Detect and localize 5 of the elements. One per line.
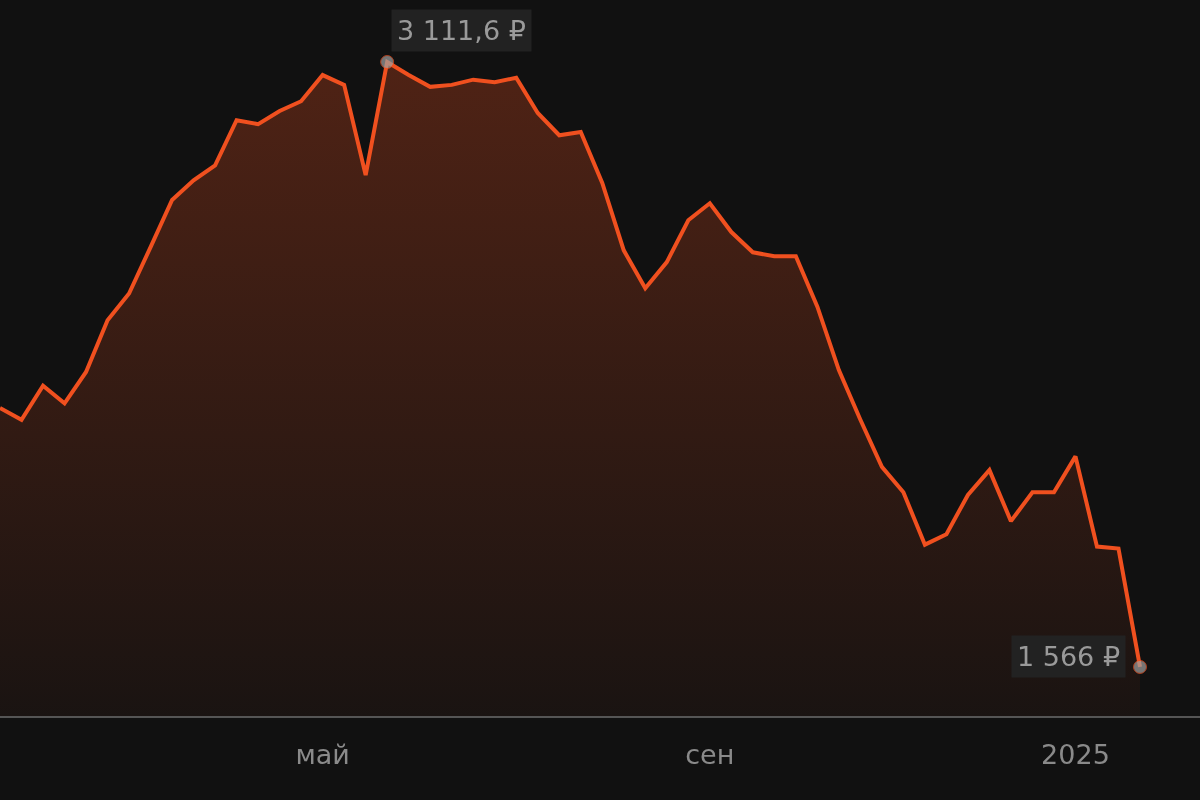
x-tick-label: май — [295, 739, 350, 771]
annotation: 1 566 ₽ — [1017, 641, 1121, 672]
x-tick-label: сен — [685, 739, 735, 771]
text: 3 111,6 ₽ — [397, 15, 526, 46]
x-tick-label: 2025 — [1041, 739, 1110, 771]
